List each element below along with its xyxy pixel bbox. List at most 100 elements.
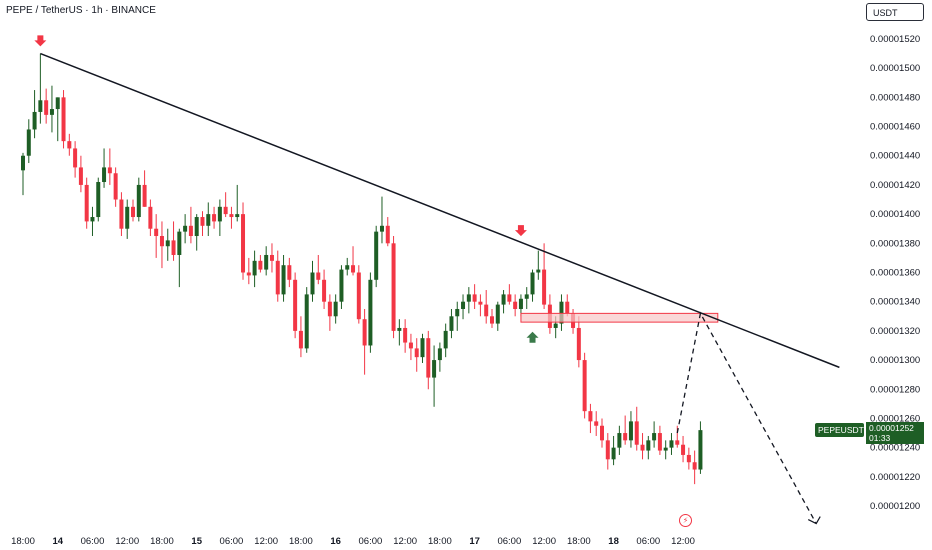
candle	[681, 435, 686, 463]
candle-body	[420, 338, 425, 358]
candle	[426, 330, 431, 390]
candle	[600, 418, 604, 448]
candle	[455, 301, 460, 331]
candle-body	[142, 184, 147, 207]
candle-body	[466, 294, 471, 302]
candle	[466, 287, 471, 314]
candle	[582, 352, 587, 419]
price-tick-label: 0.00001360	[870, 268, 920, 279]
candle-body	[188, 225, 193, 237]
candle	[269, 243, 274, 273]
candle-body	[49, 109, 54, 115]
candle-body	[426, 338, 431, 378]
candle	[663, 440, 668, 460]
candle-body	[322, 279, 327, 302]
time-tick-label: 18	[608, 536, 619, 547]
candle	[67, 133, 72, 156]
candle	[304, 287, 309, 353]
candle	[507, 284, 512, 305]
candle	[21, 152, 25, 196]
candle	[594, 411, 599, 436]
lightning-icon[interactable]: ⚡	[679, 514, 692, 527]
candle-body	[681, 444, 686, 455]
candle	[183, 214, 188, 244]
candle	[675, 425, 680, 448]
candle	[142, 170, 147, 207]
candle-body	[513, 301, 518, 309]
candle	[171, 221, 176, 261]
candle-body	[391, 243, 396, 331]
candle-body	[246, 272, 251, 276]
up-arrow-marker	[526, 331, 539, 343]
price-tick-label: 0.00001300	[870, 355, 920, 366]
candle	[113, 167, 118, 207]
candle	[391, 236, 396, 339]
candle-body	[281, 265, 286, 295]
time-tick-label: 18:00	[289, 536, 313, 547]
candle-body	[484, 304, 489, 317]
time-tick-label: 12:00	[532, 536, 556, 547]
candle	[235, 184, 240, 222]
candle-body	[235, 214, 240, 218]
candle-body	[241, 214, 246, 273]
candle	[316, 254, 321, 285]
candle	[246, 257, 251, 285]
candle-body	[212, 214, 217, 222]
candle-body	[44, 100, 49, 115]
currency-badge[interactable]: USDT	[866, 3, 924, 21]
price-tick-label: 0.00001420	[870, 180, 920, 191]
candle-body	[379, 225, 384, 232]
candle-body	[397, 327, 402, 331]
candle	[351, 246, 356, 276]
candle-body	[611, 447, 616, 460]
candle-body	[640, 444, 645, 451]
candle	[611, 435, 616, 466]
price-tick-label: 0.00001460	[870, 122, 920, 133]
candle-body	[32, 111, 37, 130]
candle-body	[669, 440, 674, 448]
time-tick-label: 06:00	[220, 536, 244, 547]
candle	[252, 250, 257, 288]
candle	[692, 450, 697, 485]
candle-body	[252, 260, 257, 276]
symbol-price-label: PEPEUSDT	[815, 423, 864, 437]
price-tick-label: 0.00001240	[870, 443, 920, 454]
candle	[125, 199, 130, 239]
price-tick-label: 0.00001320	[870, 326, 920, 337]
candle-body	[623, 433, 628, 441]
candle-body	[628, 421, 633, 441]
candle	[495, 301, 500, 331]
candle-body	[600, 425, 604, 441]
candle	[420, 333, 425, 363]
candle	[298, 316, 303, 358]
candle-body	[374, 231, 379, 280]
candle	[44, 88, 49, 124]
resistance-zone	[520, 312, 719, 323]
candle-body	[414, 348, 419, 358]
time-tick-label: 12:00	[671, 536, 695, 547]
candle-body	[507, 294, 512, 302]
candle	[657, 425, 662, 455]
candle	[258, 254, 263, 273]
candle-body	[269, 254, 274, 261]
candle-body	[96, 182, 101, 218]
candle	[339, 265, 344, 309]
candle	[310, 260, 315, 302]
price-tick-label: 0.00001260	[870, 413, 920, 424]
candle-body	[408, 342, 413, 349]
candle	[206, 202, 211, 237]
candle	[119, 192, 124, 237]
price-tick-label: 0.00001520	[870, 34, 920, 45]
candle-body	[298, 330, 303, 349]
candle	[131, 199, 136, 222]
candle	[513, 294, 518, 317]
candle-body	[339, 269, 344, 302]
candle-body	[217, 206, 222, 222]
candle	[84, 177, 89, 229]
candle	[333, 294, 338, 324]
candle-body	[165, 240, 170, 247]
candle-body	[229, 214, 234, 218]
candle-body	[449, 316, 454, 331]
candle-body	[206, 214, 211, 226]
